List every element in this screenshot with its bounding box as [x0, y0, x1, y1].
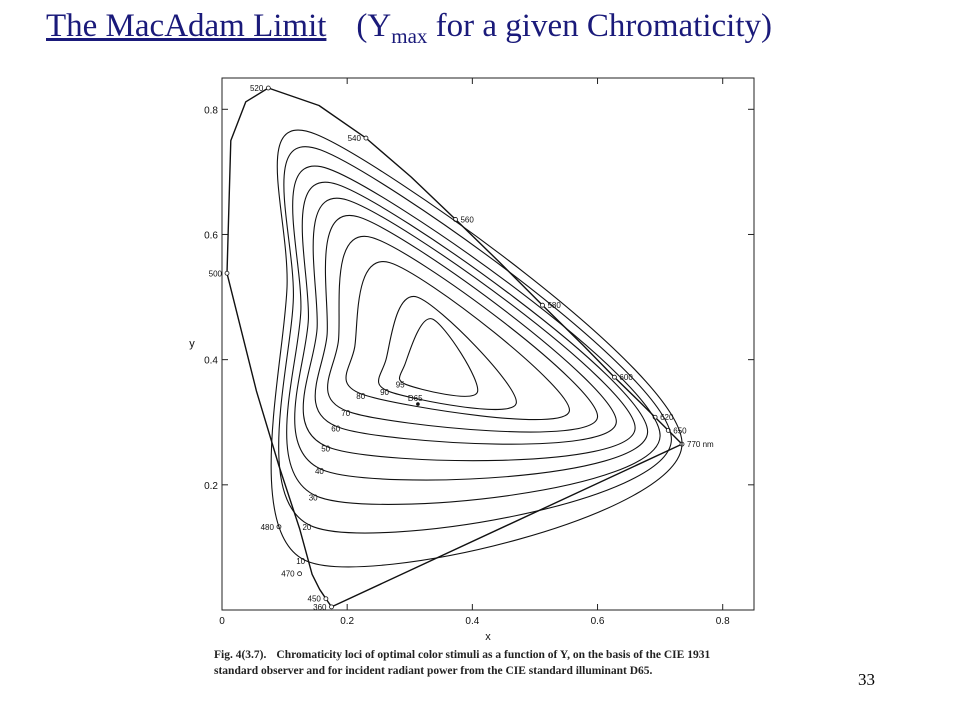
x-tick-label: 0.2	[340, 616, 354, 627]
contour-y-20	[278, 146, 672, 534]
y-tick-label: 0.2	[204, 481, 218, 492]
y-tick-label: 0.6	[204, 230, 218, 241]
contour-y-40	[294, 181, 649, 481]
x-tick-label: 0.8	[716, 616, 730, 627]
wavelength-label: 580	[547, 301, 561, 310]
contour-label: 20	[302, 523, 311, 532]
wavelength-label: 540	[348, 134, 362, 143]
white-point-label: D65	[408, 394, 423, 403]
wavelength-label: 500	[209, 269, 223, 278]
x-tick-label: 0	[219, 616, 225, 627]
wavelength-label: 560	[460, 215, 474, 224]
contour-label: 70	[341, 409, 350, 418]
title-link[interactable]: The MacAdam Limit	[46, 8, 327, 44]
white-point-marker	[416, 402, 420, 406]
y-tick-label: 0.4	[204, 356, 218, 367]
wavelength-marker	[323, 596, 329, 602]
wavelength-label: 600	[619, 373, 633, 382]
caption-fig-label: Fig. 4(3.7).	[214, 649, 267, 661]
spectral-locus	[226, 87, 683, 608]
figure-caption: Fig. 4(3.7). Chromaticity loci of optimal…	[214, 647, 734, 679]
title-subscript: max	[391, 24, 428, 48]
contour-label: 80	[356, 392, 365, 401]
contour-y-50	[302, 197, 636, 462]
slide-title: The MacAdam Limit (Ymax for a given Chrom…	[46, 8, 772, 49]
contour-label: 40	[315, 467, 324, 476]
wavelength-marker	[329, 604, 334, 610]
title-paren: (Y	[356, 8, 392, 44]
contour-y-30	[286, 165, 661, 505]
wavelength-marker	[224, 270, 230, 276]
contour-y-10	[270, 129, 683, 568]
caption-text: Chromaticity loci of optimal color stimu…	[214, 649, 711, 677]
contour-y-70	[327, 235, 599, 433]
wavelength-label: 450	[308, 595, 322, 604]
contour-y-90	[378, 296, 517, 410]
contour-label: 50	[321, 445, 330, 454]
x-tick-label: 0.6	[591, 616, 605, 627]
contour-label: 30	[309, 493, 318, 502]
wavelength-label: 770 nm	[687, 440, 714, 449]
plot-frame	[221, 77, 755, 611]
wavelength-marker	[363, 135, 369, 141]
wavelength-marker	[540, 302, 545, 308]
wavelength-label: 620	[660, 413, 674, 422]
x-axis-label: x	[485, 631, 491, 640]
contour-label: 10	[296, 557, 305, 566]
x-tick-label: 0.4	[465, 616, 479, 627]
contour-y-95	[399, 318, 479, 397]
page-number: 33	[858, 670, 875, 689]
wavelength-marker	[297, 571, 303, 577]
contour-label: 60	[331, 424, 340, 433]
wavelength-marker	[612, 374, 617, 380]
wavelength-label: 480	[261, 523, 275, 532]
y-axis-label: y	[189, 338, 195, 350]
wavelength-label: 360	[313, 603, 327, 612]
contour-y-60	[314, 214, 617, 445]
wavelength-marker	[265, 85, 271, 91]
contour-label: 90	[380, 388, 389, 397]
wavelength-label: 520	[250, 84, 264, 93]
wavelength-label: 650	[673, 426, 687, 435]
contour-y-80	[345, 261, 570, 421]
y-tick-label: 0.8	[204, 105, 218, 116]
contour-label: 95	[396, 381, 405, 390]
title-rest: for a given Chromaticity)	[427, 8, 772, 44]
wavelength-label: 470	[281, 570, 295, 579]
